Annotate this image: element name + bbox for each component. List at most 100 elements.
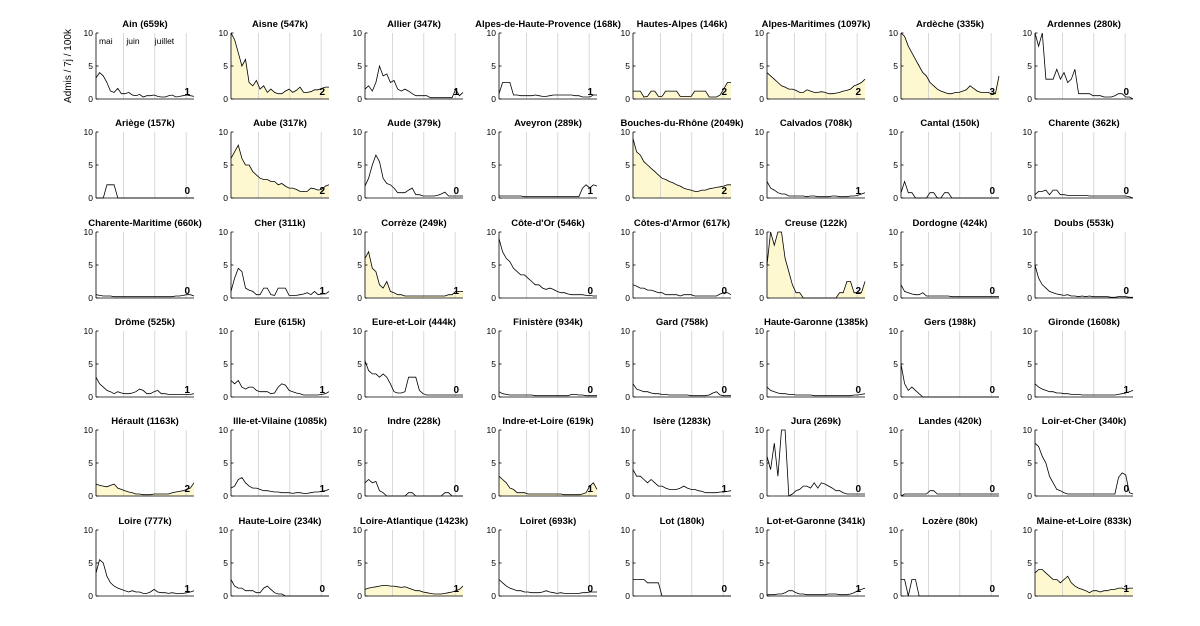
final-value-label: 1 bbox=[453, 286, 459, 297]
y-tick-label: 5 bbox=[491, 359, 496, 369]
series-line bbox=[632, 138, 731, 192]
y-axis-label: Admis / 7j / 100k bbox=[63, 28, 74, 103]
final-value-label: 0 bbox=[1123, 87, 1129, 98]
y-tick-label: 10 bbox=[353, 326, 363, 336]
y-tick-label: 5 bbox=[491, 260, 496, 270]
panel-title: Drôme (525k) bbox=[115, 317, 175, 328]
final-value-label: 1 bbox=[319, 286, 325, 297]
y-tick-label: 0 bbox=[1027, 94, 1032, 104]
y-tick-label: 10 bbox=[487, 28, 497, 38]
y-tick-label: 0 bbox=[1027, 193, 1032, 203]
panel: 0 5 10 Loir-et-Cher (340k) 0 bbox=[1023, 416, 1134, 501]
y-tick-label: 10 bbox=[1023, 227, 1033, 237]
panel-title: Loire-Atlantique (1423k) bbox=[360, 516, 468, 527]
y-tick-label: 0 bbox=[491, 591, 496, 601]
y-tick-label: 0 bbox=[88, 591, 93, 601]
panel: 0 5 10 Calvados (708k) 1 bbox=[755, 118, 866, 203]
final-value-label: 1 bbox=[587, 186, 593, 197]
series-line bbox=[364, 478, 463, 497]
y-tick-label: 0 bbox=[88, 491, 93, 501]
y-tick-label: 0 bbox=[357, 491, 362, 501]
plot-area bbox=[633, 331, 731, 397]
y-tick-label: 0 bbox=[223, 94, 228, 104]
y-tick-label: 5 bbox=[491, 160, 496, 170]
panel-title: Aude (379k) bbox=[387, 118, 441, 129]
final-value-label: 2 bbox=[721, 87, 727, 98]
y-tick-label: 5 bbox=[357, 359, 362, 369]
series-line bbox=[498, 579, 597, 594]
y-tick-label: 10 bbox=[84, 425, 94, 435]
y-tick-label: 0 bbox=[491, 94, 496, 104]
panel-title: Doubs (553k) bbox=[1054, 218, 1114, 229]
final-value-label: 0 bbox=[453, 484, 459, 495]
panel-title: Aveyron (289k) bbox=[514, 118, 582, 129]
y-tick-label: 0 bbox=[625, 94, 630, 104]
y-tick-label: 5 bbox=[223, 160, 228, 170]
y-tick-label: 5 bbox=[625, 359, 630, 369]
plot-area bbox=[365, 33, 463, 99]
panel-title: Haute-Garonne (1385k) bbox=[764, 317, 868, 328]
panel: 0 5 10 Ille-et-Vilaine (1085k) 1 bbox=[219, 416, 330, 501]
series-line bbox=[230, 144, 330, 192]
series-line bbox=[498, 82, 597, 98]
final-value-label: 1 bbox=[453, 584, 459, 595]
series-line bbox=[95, 482, 195, 496]
plot-area bbox=[231, 430, 329, 496]
y-tick-label: 0 bbox=[625, 293, 630, 303]
y-tick-label: 5 bbox=[759, 61, 764, 71]
y-tick-label: 10 bbox=[1023, 425, 1033, 435]
final-value-label: 0 bbox=[587, 286, 593, 297]
area-fill bbox=[231, 145, 329, 198]
plot-area bbox=[1035, 331, 1133, 397]
panel: 0 5 10 Ariège (157k) 0 bbox=[84, 118, 194, 203]
plot-area bbox=[633, 430, 731, 496]
panel-title: Maine-et-Loire (833k) bbox=[1036, 516, 1131, 527]
y-tick-label: 0 bbox=[357, 193, 362, 203]
panel-title: Hérault (1163k) bbox=[111, 416, 179, 427]
y-tick-label: 10 bbox=[84, 525, 94, 535]
y-tick-label: 10 bbox=[1023, 28, 1033, 38]
y-tick-label: 5 bbox=[223, 458, 228, 468]
panel-title: Calvados (708k) bbox=[780, 118, 852, 129]
y-tick-label: 10 bbox=[621, 227, 631, 237]
y-tick-label: 5 bbox=[1027, 160, 1032, 170]
plot-area bbox=[365, 331, 463, 397]
plot-area bbox=[901, 430, 999, 496]
y-tick-label: 0 bbox=[893, 392, 898, 402]
y-tick-label: 5 bbox=[88, 558, 93, 568]
panel-title: Ardennes (280k) bbox=[1047, 19, 1121, 30]
y-tick-label: 5 bbox=[491, 61, 496, 71]
y-tick-label: 10 bbox=[84, 127, 94, 137]
y-tick-label: 10 bbox=[755, 326, 765, 336]
y-tick-label: 5 bbox=[1027, 458, 1032, 468]
y-tick-label: 5 bbox=[625, 160, 630, 170]
series-line bbox=[901, 579, 999, 597]
final-value-label: 2 bbox=[855, 87, 861, 98]
panel: 0 5 10 Eure-et-Loir (444k) 0 bbox=[353, 317, 463, 402]
series-line bbox=[766, 231, 866, 299]
y-tick-label: 0 bbox=[1027, 491, 1032, 501]
panel: 0 5 10 Corrèze (249k) 1 bbox=[353, 218, 463, 303]
series-line bbox=[1034, 442, 1134, 495]
y-tick-label: 0 bbox=[223, 491, 228, 501]
y-tick-label: 0 bbox=[491, 293, 496, 303]
y-tick-label: 0 bbox=[893, 94, 898, 104]
y-tick-label: 5 bbox=[223, 558, 228, 568]
panel: 0 5 10 Gironde (1608k) 1 bbox=[1023, 317, 1134, 402]
plot-area bbox=[365, 430, 463, 496]
final-value-label: 0 bbox=[184, 186, 190, 197]
y-tick-label: 0 bbox=[88, 193, 93, 203]
y-tick-label: 5 bbox=[625, 458, 630, 468]
panel: 0 5 10 Aube (317k) 2 bbox=[219, 118, 330, 203]
final-value-label: 2 bbox=[721, 186, 727, 197]
panel-title: Creuse (122k) bbox=[785, 218, 847, 229]
y-tick-label: 5 bbox=[223, 359, 228, 369]
panel-title: Eure-et-Loir (444k) bbox=[372, 317, 456, 328]
series-line bbox=[95, 377, 195, 395]
y-tick-label: 5 bbox=[88, 61, 93, 71]
panel-title: Lot (180k) bbox=[660, 516, 705, 527]
y-tick-label: 10 bbox=[353, 127, 363, 137]
area-fill bbox=[365, 251, 463, 298]
